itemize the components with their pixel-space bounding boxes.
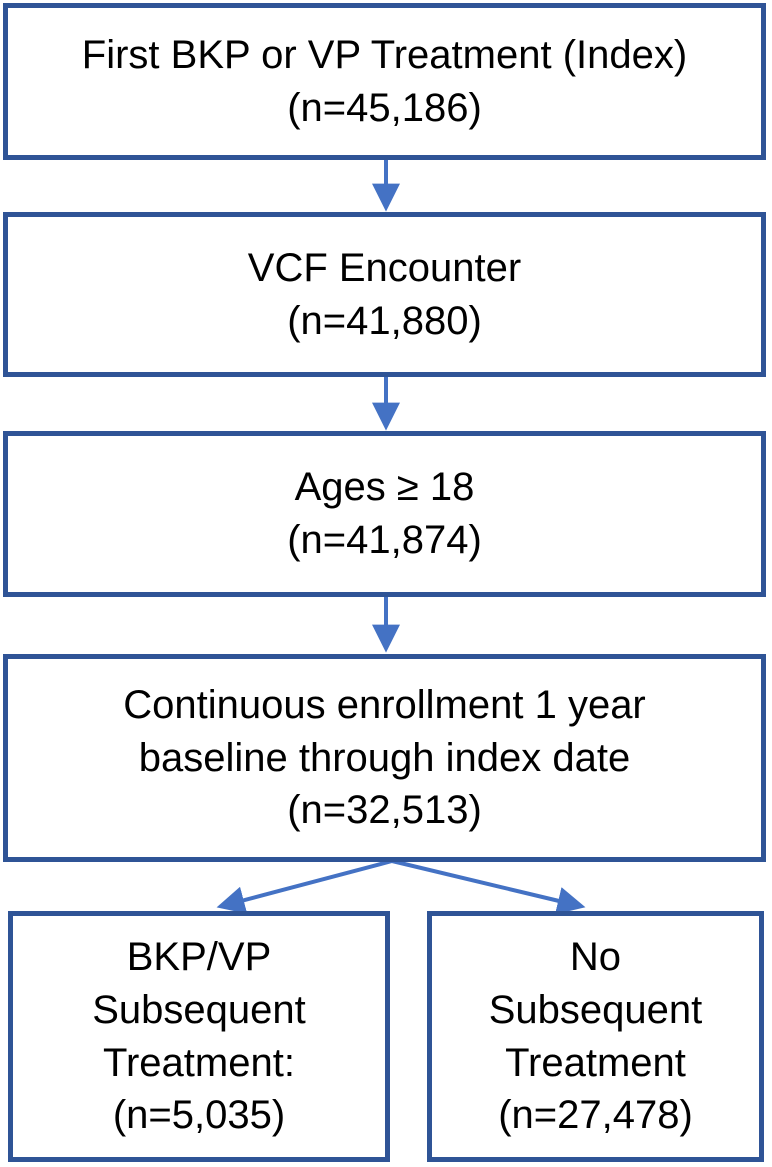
node-bkp-vp-subsequent-treatment: BKP/VP Subsequent Treatment: (n=5,035) — [8, 911, 390, 1162]
node-vcf-encounter-label: VCF Encounter (n=41,880) — [247, 245, 522, 343]
node-index-treatment-label: First BKP or VP Treatment (Index) (n=45,… — [81, 32, 688, 130]
node-continuous-enrollment-label: Continuous enrollment 1 year baseline th… — [123, 682, 646, 833]
arrow-enrollment-to-subsequent — [216, 859, 393, 914]
node-ages-18-plus: Ages ≥ 18 (n=41,874) — [3, 431, 766, 597]
node-continuous-enrollment: Continuous enrollment 1 year baseline th… — [3, 654, 766, 862]
node-ages-18-plus-label: Ages ≥ 18 (n=41,874) — [287, 465, 482, 562]
node-index-treatment: First BKP or VP Treatment (Index) (n=45,… — [3, 3, 766, 160]
node-vcf-encounter: VCF Encounter (n=41,880) — [3, 212, 766, 377]
node-bkp-vp-subsequent-treatment-label: BKP/VP Subsequent Treatment: (n=5,035) — [92, 934, 306, 1138]
node-no-subsequent-treatment-label: No Subsequent Treatment (n=27,478) — [488, 934, 703, 1138]
arrow-enrollment-to-no-subsequent — [391, 859, 586, 915]
node-no-subsequent-treatment: No Subsequent Treatment (n=27,478) — [427, 911, 764, 1162]
